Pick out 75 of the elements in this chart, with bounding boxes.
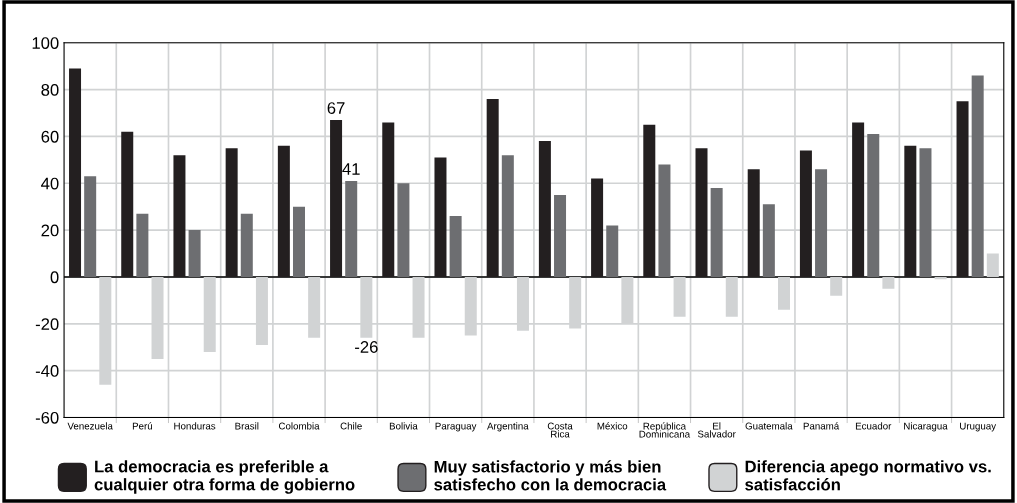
x-tick-label: Argentina <box>487 422 529 432</box>
bar <box>397 183 410 277</box>
bar <box>747 169 760 277</box>
y-tick-label: -40 <box>35 365 59 377</box>
bar <box>971 75 984 277</box>
bar <box>919 148 932 277</box>
bar <box>69 68 82 277</box>
bar <box>434 157 447 277</box>
bar <box>777 276 790 310</box>
bar <box>382 122 395 277</box>
bar <box>673 276 686 317</box>
legend-label: La democracia es preferible a cualquier otra forma de gobierno <box>94 460 355 494</box>
bar <box>904 145 917 277</box>
x-tick-label: Guatemala <box>745 422 793 430</box>
bar <box>852 122 865 277</box>
bar <box>725 276 738 317</box>
x-tick-label: Paraguay <box>435 422 477 432</box>
bar <box>643 124 656 277</box>
bar <box>710 187 723 277</box>
bar <box>538 141 551 277</box>
bar <box>867 134 880 277</box>
data-label: 41 <box>342 163 360 175</box>
bar <box>815 169 828 277</box>
bar <box>121 131 134 277</box>
bar <box>554 194 567 277</box>
y-tick-label: -60 <box>35 411 59 424</box>
x-tick-label: Bolivia <box>389 422 418 430</box>
y-tick-label: 100 <box>32 37 59 49</box>
bar <box>658 164 671 277</box>
x-tick-label: Brasil <box>235 422 259 430</box>
bar <box>762 204 775 277</box>
y-tick-label: 0 <box>50 271 59 284</box>
bar <box>136 213 149 277</box>
bar <box>501 155 514 277</box>
x-tick-label: Costa Rica <box>547 422 573 438</box>
bar <box>695 148 708 277</box>
y-tick-label: 40 <box>41 177 59 190</box>
y-tick-label: 80 <box>41 84 59 96</box>
legend-label: Muy satisfactorio y más bien satisfecho con la democracia <box>434 460 667 491</box>
bar <box>830 276 843 296</box>
x-tick-label: Ecuador <box>855 422 892 430</box>
bar <box>882 276 895 289</box>
x-tick-label: México <box>597 422 628 430</box>
x-tick-label: Chile <box>340 422 362 430</box>
bar <box>591 178 604 277</box>
x-tick-label: Colombia <box>278 422 320 430</box>
data-label: -26 <box>355 341 378 353</box>
x-tick-label: Nicaragua <box>904 422 948 432</box>
x-tick-label: Venezuela <box>67 422 113 430</box>
y-tick-label: -20 <box>35 318 59 331</box>
bar <box>292 206 305 277</box>
y-tick-label: 60 <box>41 130 59 143</box>
bar <box>84 176 97 277</box>
bar <box>449 216 462 277</box>
y-tick-label: 20 <box>41 224 59 237</box>
bar <box>225 148 238 277</box>
legend-label: Diferencia apego normativo vs. satisfacción <box>745 460 991 491</box>
bar <box>188 230 201 277</box>
bar <box>330 120 343 277</box>
x-tick-label: Perú <box>132 422 153 430</box>
bar <box>173 155 186 277</box>
bar <box>606 225 619 277</box>
x-tick-label: Uruguay <box>960 422 997 432</box>
bar <box>240 213 253 277</box>
bar <box>799 150 812 277</box>
data-label: 67 <box>327 102 345 114</box>
x-tick-label: Panamá <box>803 422 840 430</box>
x-tick-label: Honduras <box>174 422 216 430</box>
bar <box>277 145 290 277</box>
bar <box>956 101 969 277</box>
bar <box>486 98 499 277</box>
x-tick-label: El Salvador <box>697 422 736 438</box>
bar <box>345 180 358 277</box>
bar <box>986 253 999 277</box>
x-tick-label: República Dominicana <box>639 422 691 438</box>
